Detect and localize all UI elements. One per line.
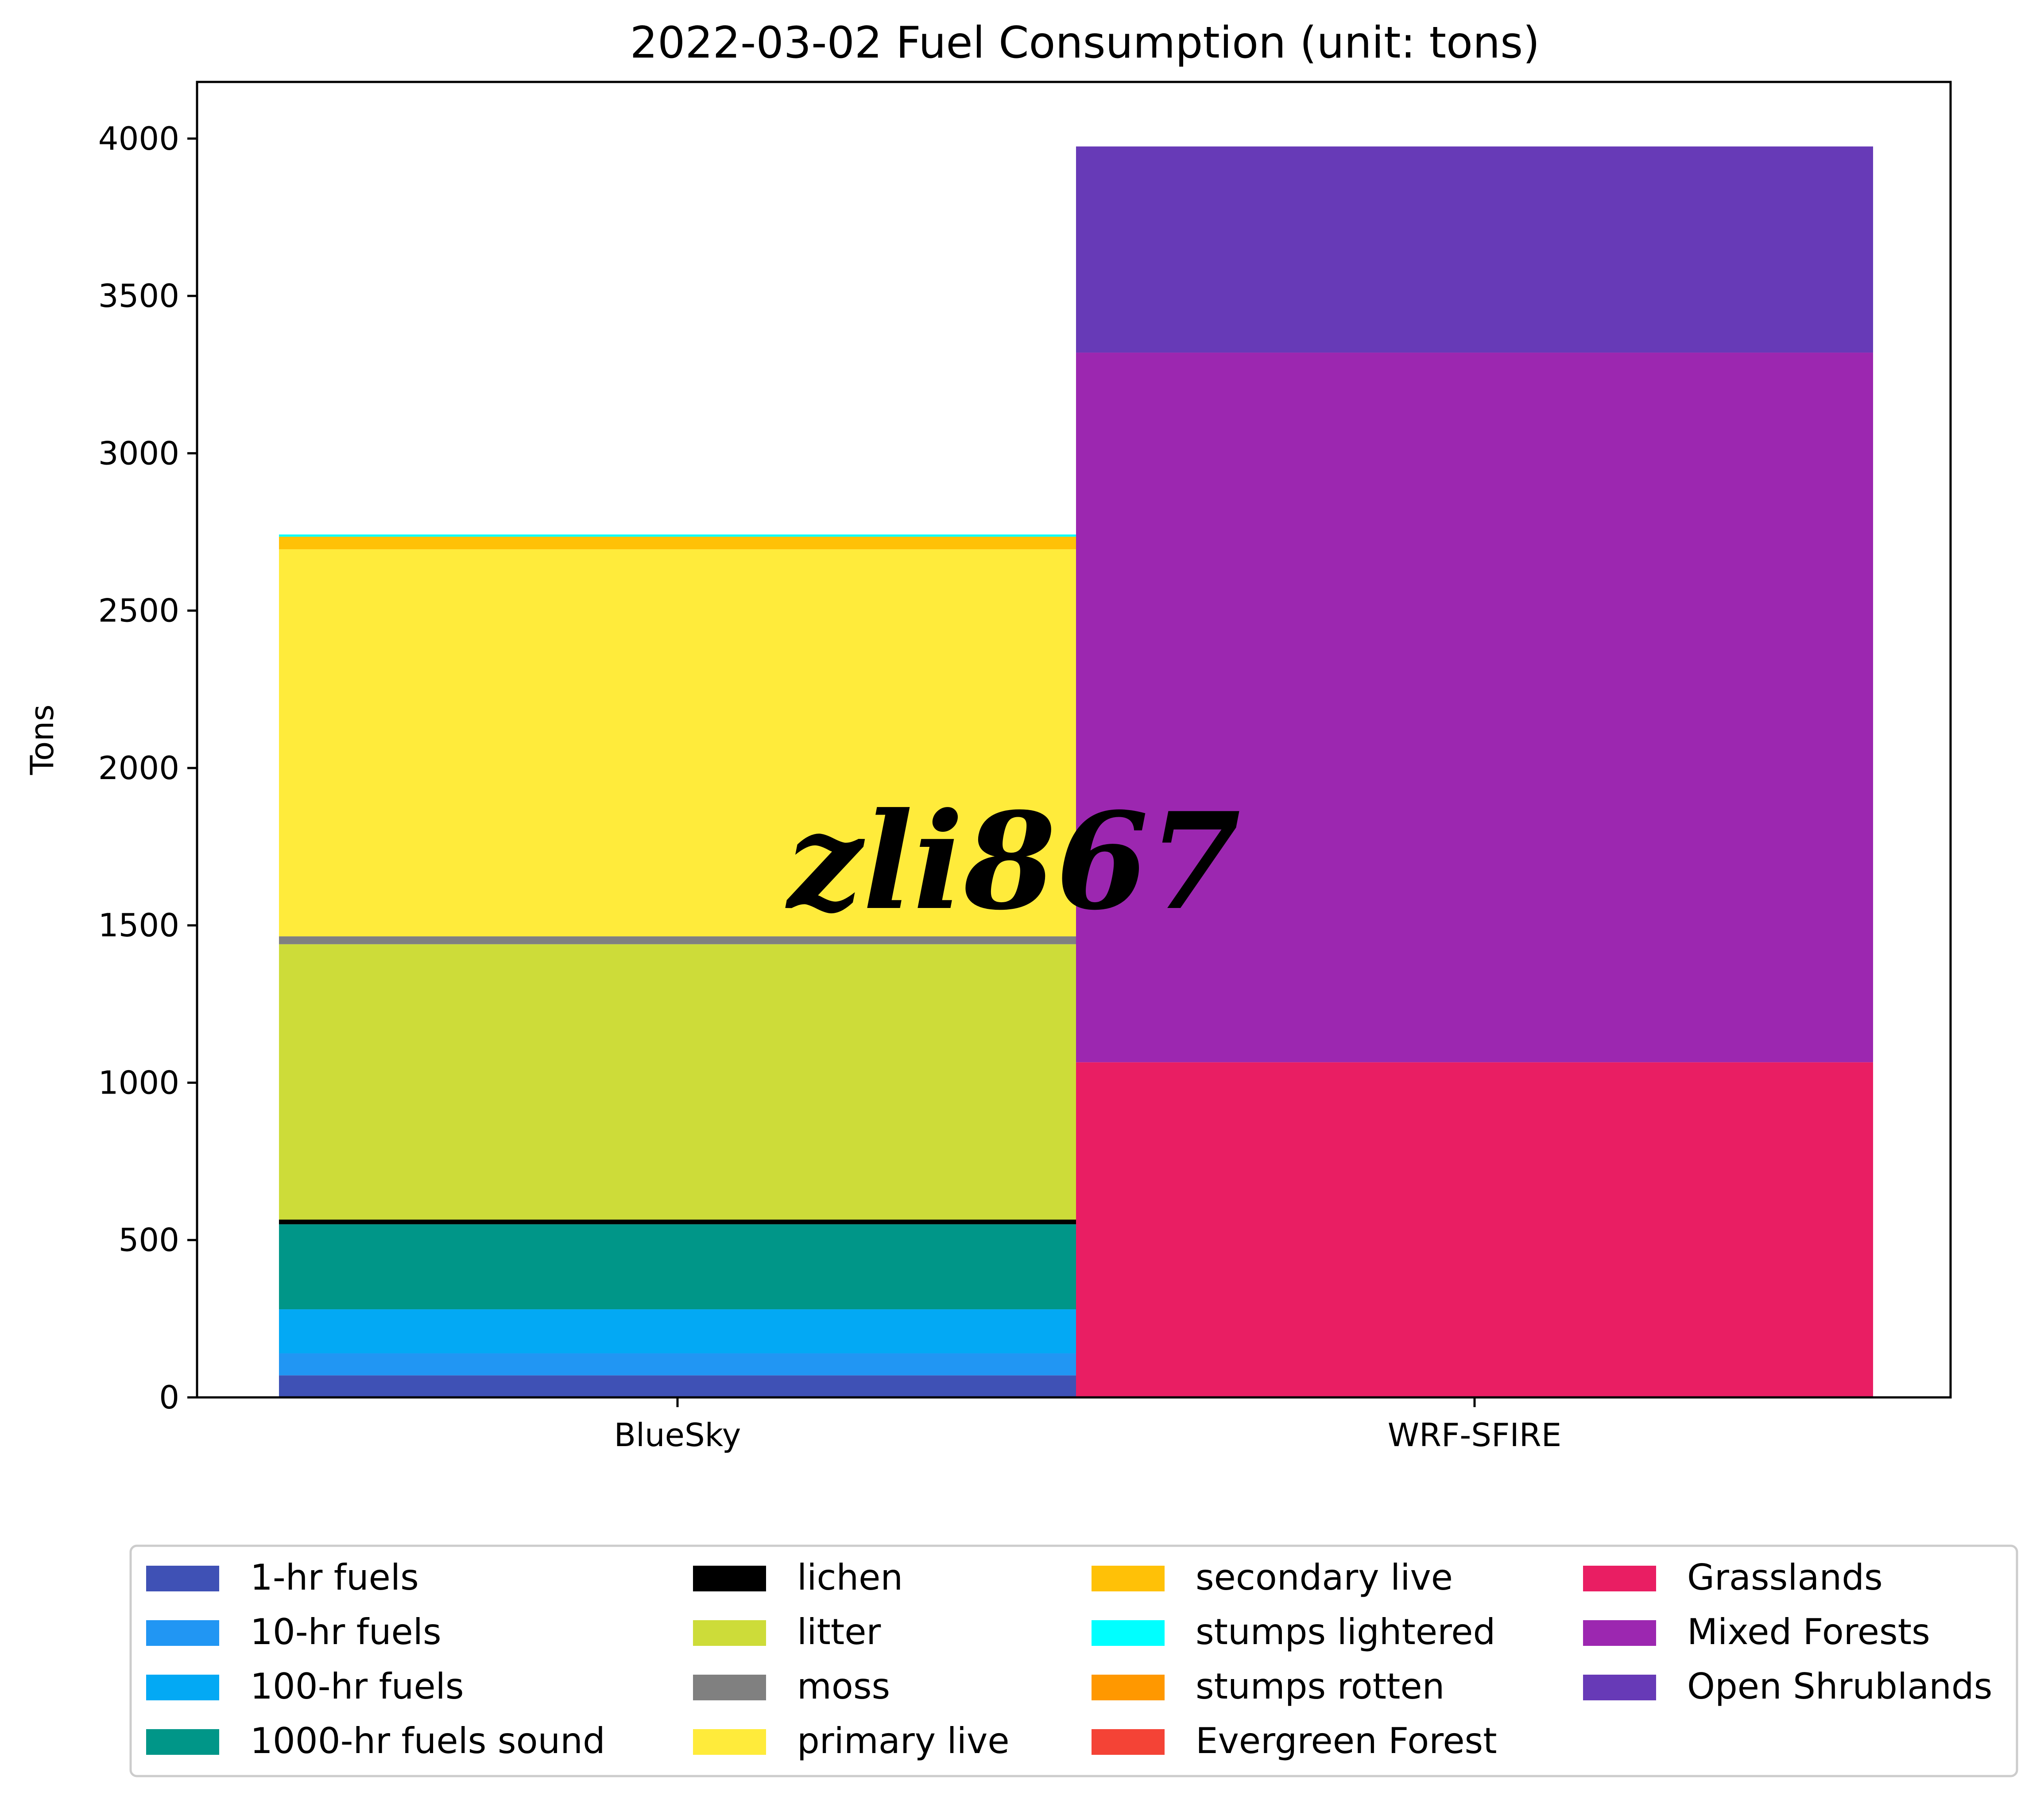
y-axis: 0 500 1000 1500 2000 2500 3000 3500 4000 — [98, 120, 197, 1416]
legend-label-5: litter — [797, 1611, 881, 1653]
y-tick-label-4: 2000 — [98, 749, 179, 787]
watermark-signature: zli867 — [785, 783, 1241, 939]
y-tick-label-1: 500 — [119, 1222, 179, 1259]
bar-segment-1-13 — [1076, 353, 1873, 1063]
legend-swatch-4 — [693, 1566, 766, 1591]
chart-title: 2022-03-02 Fuel Consumption (unit: tons) — [630, 18, 1540, 68]
bar-segment-0-4 — [279, 1219, 1076, 1225]
y-tick-label-3: 1500 — [98, 907, 179, 944]
legend-label-7: primary live — [797, 1720, 1010, 1761]
bar-segment-0-8 — [279, 536, 1076, 550]
legend-swatch-13 — [1583, 1620, 1656, 1646]
bar-segment-0-5 — [279, 944, 1076, 1220]
legend-label-13: Mixed Forests — [1687, 1611, 1930, 1653]
x-tick-label-0: BlueSky — [614, 1416, 741, 1454]
legend-label-10: stumps rotten — [1196, 1666, 1444, 1707]
legend-frame — [129, 1544, 2018, 1777]
legend-label-1: 10-hr fuels — [250, 1611, 441, 1653]
bar-segment-1-14 — [1076, 146, 1873, 353]
plot-frame — [196, 81, 1952, 1399]
legend-swatch-2 — [146, 1675, 219, 1700]
legend-label-11: Evergreen Forest — [1196, 1720, 1497, 1761]
legend-swatch-11 — [1092, 1729, 1165, 1755]
y-tick-label-0: 0 — [159, 1379, 179, 1416]
bar-segment-1-12 — [1076, 1062, 1873, 1397]
legend-swatch-7 — [693, 1729, 766, 1755]
legend-label-4: lichen — [797, 1557, 903, 1598]
legend-swatch-0 — [146, 1566, 219, 1591]
legend-swatch-12 — [1583, 1566, 1656, 1591]
x-tick-label-1: WRF-SFIRE — [1388, 1416, 1561, 1454]
x-axis: BlueSky WRF-SFIRE — [614, 1397, 1561, 1454]
legend-swatch-6 — [693, 1675, 766, 1700]
legend-label-6: moss — [797, 1666, 890, 1707]
y-tick-label-5: 2500 — [98, 592, 179, 629]
legend-swatch-3 — [146, 1729, 219, 1755]
legend-label-12: Grasslands — [1687, 1557, 1883, 1598]
legend: 1-hr fuels 10-hr fuels 100-hr fuels 1000-hr… — [129, 1544, 2018, 1777]
legend-label-14: Open Shrublands — [1687, 1666, 1992, 1707]
bar-segment-0-7 — [279, 549, 1076, 937]
legend-swatch-5 — [693, 1620, 766, 1646]
y-axis-label: Tons — [23, 705, 61, 776]
legend-label-8: secondary live — [1196, 1557, 1453, 1598]
y-tick-label-2: 1000 — [98, 1064, 179, 1101]
bar-segment-0-2 — [279, 1309, 1076, 1354]
y-tick-label-8: 4000 — [98, 120, 179, 157]
bar-segment-0-6 — [279, 936, 1076, 944]
bar-segment-0-0 — [279, 1375, 1076, 1397]
y-tick-label-6: 3000 — [98, 434, 179, 472]
legend-label-0: 1-hr fuels — [250, 1557, 419, 1598]
legend-swatch-9 — [1092, 1620, 1165, 1646]
bar-segment-0-3 — [279, 1224, 1076, 1310]
legend-swatch-14 — [1583, 1675, 1656, 1700]
bar-segment-0-9 — [279, 534, 1076, 537]
y-tick-label-7: 3500 — [98, 277, 179, 314]
legend-label-2: 100-hr fuels — [250, 1666, 464, 1707]
legend-label-9: stumps lightered — [1196, 1611, 1495, 1653]
legend-swatch-8 — [1092, 1566, 1165, 1591]
bars — [279, 146, 1873, 1397]
legend-swatch-1 — [146, 1620, 219, 1646]
legend-swatch-10 — [1092, 1675, 1165, 1700]
legend-label-3: 1000-hr fuels sound — [250, 1720, 605, 1761]
bar-segment-0-1 — [279, 1353, 1076, 1376]
